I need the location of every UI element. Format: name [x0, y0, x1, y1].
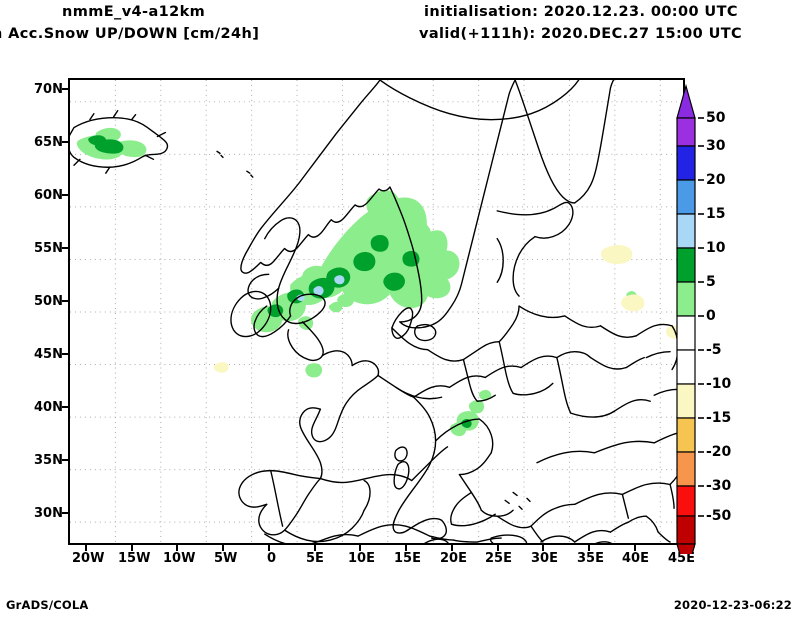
cb-tick-15: 15	[706, 206, 726, 222]
lat-tickmark	[62, 194, 68, 196]
snow-band-10-15	[88, 135, 472, 428]
lat-tickmark	[62, 459, 68, 461]
model-name-label: nmmE_v4-a12km	[62, 4, 206, 20]
cb-band-neg5-0	[676, 315, 696, 351]
lon-tickmark	[634, 545, 636, 551]
lat-tick-60N: 60N	[34, 188, 63, 203]
lat-tick-50N: 50N	[34, 294, 63, 309]
lon-tickmark	[222, 545, 224, 551]
lon-tick-10W: 10W	[163, 551, 196, 566]
cb-tick-neg5: -5	[706, 342, 722, 358]
cb-tick-5: 5	[706, 274, 716, 290]
cb-tick-neg15: -15	[706, 410, 732, 426]
cb-band-neg20-neg15	[676, 417, 696, 453]
valid-time-label: valid(+111h): 2020.DEC.27 15:00 UTC	[419, 26, 743, 42]
lon-tick-20W: 20W	[72, 551, 105, 566]
cb-tick-neg20: -20	[706, 444, 732, 460]
generated-timestamp-label: 2020-12-23-06:22	[673, 598, 792, 612]
lat-tickmark	[62, 88, 68, 90]
coastline-borders	[70, 80, 683, 543]
initialisation-label: initialisation: 2020.12.23. 00:00 UTC	[424, 4, 738, 20]
lon-tick-40E: 40E	[622, 551, 649, 566]
cb-tick-50: 50	[706, 110, 726, 126]
cb-tick-neg50: -50	[706, 508, 732, 524]
field-name-label: n Acc.Snow UP/DOWN [cm/24h]	[0, 26, 260, 42]
cb-tick-20: 20	[706, 172, 726, 188]
lon-tickmark	[359, 545, 361, 551]
lat-tick-70N: 70N	[34, 82, 63, 97]
lon-tickmark	[314, 545, 316, 551]
cb-band-over-50	[676, 84, 696, 119]
lon-tickmark	[588, 545, 590, 551]
lon-tick-15W: 15W	[118, 551, 151, 566]
lat-tick-45N: 45N	[34, 347, 63, 362]
cb-band-10-15	[676, 213, 696, 249]
lon-tick-25E: 25E	[485, 551, 512, 566]
lat-tick-55N: 55N	[34, 241, 63, 256]
lon-tick-35E: 35E	[577, 551, 604, 566]
lon-tickmark	[268, 545, 270, 551]
cb-band-under-arrow	[676, 543, 696, 554]
cb-band-0-5	[676, 281, 696, 317]
lon-tickmark	[497, 545, 499, 551]
lat-tickmark	[62, 141, 68, 143]
cb-band-5-10	[676, 247, 696, 283]
cb-tick-neg30: -30	[706, 478, 732, 494]
snow-band-15-20	[296, 275, 345, 302]
lon-tick-5W: 5W	[214, 551, 238, 566]
cb-band-under-neg50	[676, 515, 696, 545]
lon-tickmark	[131, 545, 133, 551]
lat-tick-35N: 35N	[34, 453, 63, 468]
lon-tick-5E: 5E	[306, 551, 324, 566]
lon-tickmark	[451, 545, 453, 551]
colorbar: 50 30 20 15 10 5 0 -5 -10 -15 -20 -30 -5…	[676, 84, 796, 554]
cb-band-20-30	[676, 145, 696, 181]
lat-tickmark	[62, 247, 68, 249]
lat-tickmark	[62, 300, 68, 302]
lat-tickmark	[62, 353, 68, 355]
cb-tick-neg10: -10	[706, 376, 732, 392]
cb-band-neg15-neg10	[676, 383, 696, 419]
snow-band-5-10	[76, 127, 637, 437]
cb-tick-0: 0	[706, 308, 716, 324]
lon-tick-20E: 20E	[440, 551, 467, 566]
melt-band--10--5	[213, 245, 683, 373]
map-plot-area	[68, 78, 685, 545]
lon-tick-45E: 45E	[668, 551, 695, 566]
lat-tick-65N: 65N	[34, 135, 63, 150]
cb-band-neg50-neg30	[676, 485, 696, 517]
lon-tickmark	[405, 545, 407, 551]
map-canvas	[70, 80, 683, 543]
colorbar-swatches	[676, 84, 704, 554]
lat-tickmark	[62, 512, 68, 514]
cb-band-neg30-neg20	[676, 451, 696, 487]
attribution-label: GrADS/COLA	[6, 598, 89, 612]
lon-tickmark	[542, 545, 544, 551]
cb-band-30-50	[676, 117, 696, 147]
lon-tick-15E: 15E	[394, 551, 421, 566]
lon-tick-0: 0	[267, 551, 277, 566]
grid-lines	[70, 80, 683, 543]
cb-tick-30: 30	[706, 138, 726, 154]
lat-tick-40N: 40N	[34, 400, 63, 415]
lon-tick-30E: 30E	[531, 551, 558, 566]
cb-tick-10: 10	[706, 240, 726, 256]
lon-tickmark	[176, 545, 178, 551]
lon-tick-10E: 10E	[348, 551, 375, 566]
cb-band-neg10-neg5	[676, 349, 696, 385]
lat-tickmark	[62, 406, 68, 408]
cb-band-15-20	[676, 179, 696, 215]
lat-tick-30N: 30N	[34, 506, 63, 521]
lon-tickmark	[85, 545, 87, 551]
